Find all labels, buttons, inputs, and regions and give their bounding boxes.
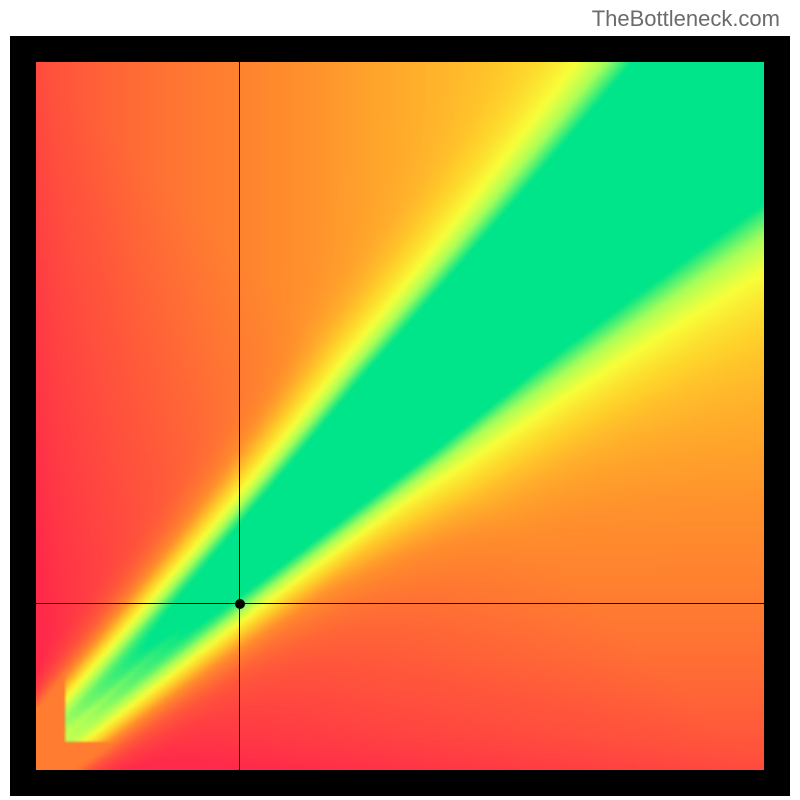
attribution-text: TheBottleneck.com: [592, 6, 780, 32]
crosshair-marker: [235, 599, 245, 609]
crosshair-vertical: [239, 62, 240, 770]
crosshair-horizontal: [36, 603, 764, 604]
heatmap-canvas: [36, 62, 764, 770]
